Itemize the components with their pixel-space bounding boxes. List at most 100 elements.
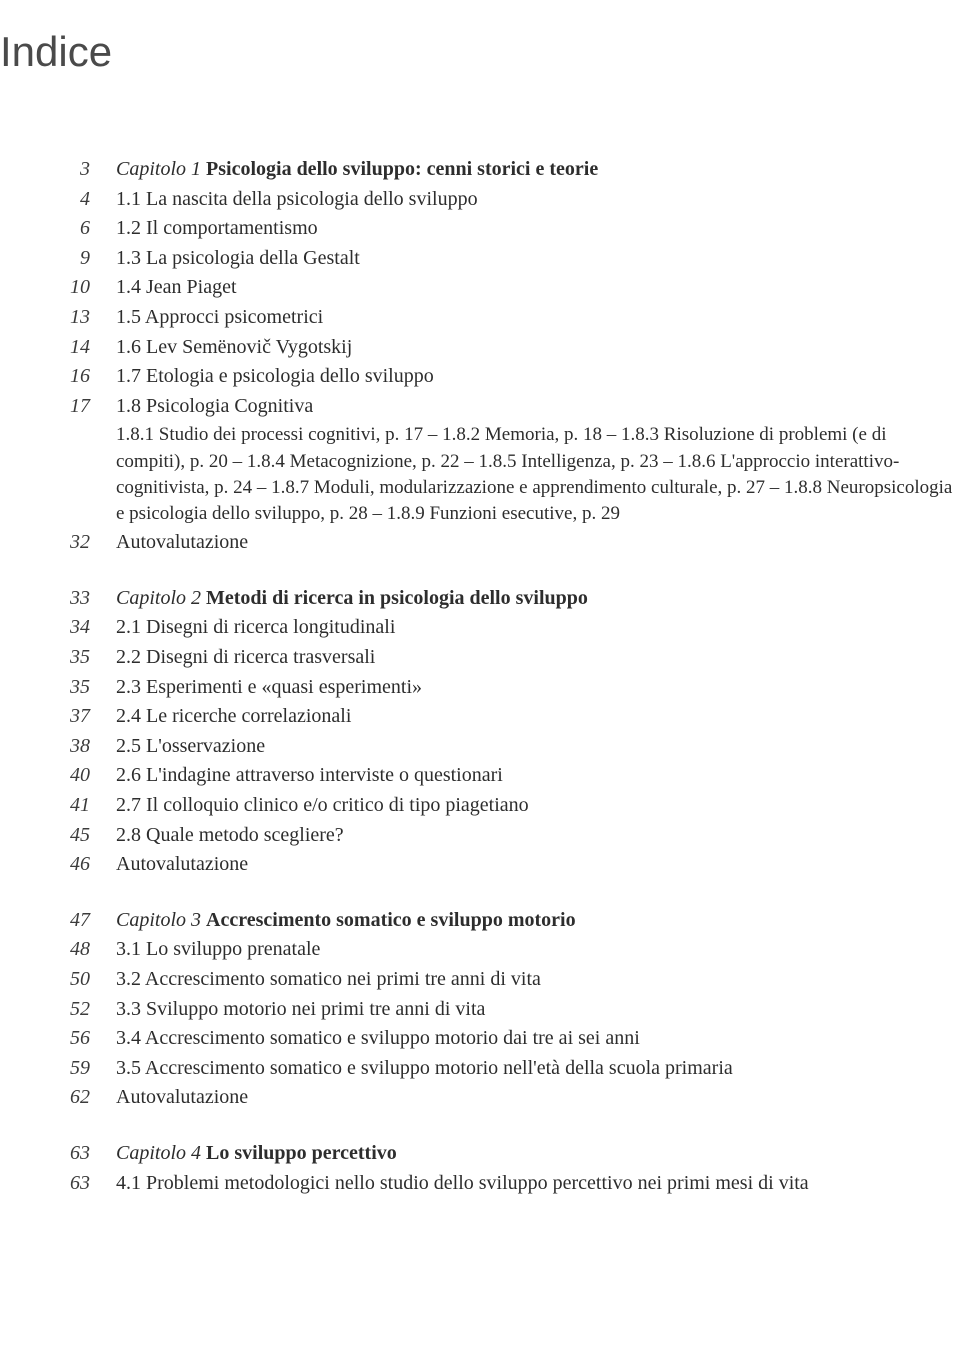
toc-section-line: 62Autovalutazione: [0, 1084, 960, 1112]
toc-chapter-text: Capitolo 2 Metodi di ricerca in psicolog…: [116, 585, 960, 613]
toc-page-number: 56: [0, 1027, 116, 1050]
toc-section-line: 91.3 La psicologia della Gestalt: [0, 245, 960, 273]
section-title: Accrescimento somatico e sviluppo motori…: [145, 1057, 733, 1079]
toc-page-number: 13: [0, 306, 116, 329]
section-number: 3.5: [116, 1057, 141, 1079]
section-title: L'osservazione: [146, 735, 265, 757]
section-title: Quale metodo scegliere?: [146, 824, 344, 846]
toc-section-text: 1.4 Jean Piaget: [116, 274, 960, 302]
section-title: La psicologia della Gestalt: [146, 247, 360, 269]
section-title: Jean Piaget: [146, 276, 237, 298]
toc-page-number: 40: [0, 764, 116, 787]
toc-section-text: 4.1 Problemi metodologici nello studio d…: [116, 1170, 960, 1198]
toc-page-number: 63: [0, 1142, 116, 1165]
toc-page-number: 47: [0, 909, 116, 932]
toc-page-number: 41: [0, 794, 116, 817]
section-number: 1.1: [116, 188, 141, 210]
section-title: Psicologia Cognitiva: [146, 395, 313, 417]
section-title: Il colloquio clinico e/o critico di tipo…: [146, 794, 529, 816]
chapter-label: Capitolo 3: [116, 909, 201, 931]
subsection-description: 1.8.1 Studio dei processi cognitivi, p. …: [116, 422, 960, 527]
toc-section-text: Autovalutazione: [116, 1084, 960, 1112]
toc-section-text: Autovalutazione: [116, 529, 960, 557]
section-number: 1.6: [116, 336, 141, 358]
section-number: 2.6: [116, 764, 141, 786]
toc-page-number: 45: [0, 824, 116, 847]
toc-page-number: 14: [0, 336, 116, 359]
chapter-title: Psicologia dello sviluppo: cenni storici…: [206, 158, 598, 180]
section-title: Sviluppo motorio nei primi tre anni di v…: [146, 998, 485, 1020]
toc-section-text: Autovalutazione: [116, 851, 960, 879]
toc-section-text: 1.1 La nascita della psicologia dello sv…: [116, 186, 960, 214]
toc-section-line: 352.3 Esperimenti e «quasi esperimenti»: [0, 674, 960, 702]
toc-page-number: 46: [0, 853, 116, 876]
toc-page-number: 38: [0, 735, 116, 758]
section-number: 2.3: [116, 676, 141, 698]
toc-section-line: 141.6 Lev Semënovič Vygotskij: [0, 334, 960, 362]
toc-section-text: 1.5 Approcci psicometrici: [116, 304, 960, 332]
section-number: 3.4: [116, 1027, 141, 1049]
section-number: 2.5: [116, 735, 141, 757]
section-title: Problemi metodologici nello studio dello…: [146, 1172, 809, 1194]
section-number: 3.2: [116, 968, 141, 990]
toc-section-text: 3.4 Accrescimento somatico e sviluppo mo…: [116, 1025, 960, 1053]
toc-section-line: 61.2 Il comportamentismo: [0, 215, 960, 243]
toc-chapter-line: 63Capitolo 4 Lo sviluppo percettivo: [0, 1140, 960, 1168]
section-number: 1.2: [116, 217, 141, 239]
toc-section-line: 563.4 Accrescimento somatico e sviluppo …: [0, 1025, 960, 1053]
toc-chapter-text: Capitolo 1 Psicologia dello sviluppo: ce…: [116, 156, 960, 184]
toc-section-line: 101.4 Jean Piaget: [0, 274, 960, 302]
toc-page-number: 6: [0, 217, 116, 240]
toc-chapter-text: Capitolo 3 Accrescimento somatico e svil…: [116, 907, 960, 935]
toc-page-number: 63: [0, 1172, 116, 1195]
section-number: 1.8: [116, 395, 141, 417]
section-title: Le ricerche correlazionali: [146, 705, 351, 727]
toc-chapter-block: 33Capitolo 2 Metodi di ricerca in psicol…: [0, 585, 960, 879]
toc-section-line: 171.8 Psicologia Cognitiva: [0, 393, 960, 421]
toc-section-line: 352.2 Disegni di ricerca trasversali: [0, 644, 960, 672]
toc-section-line: 382.5 L'osservazione: [0, 733, 960, 761]
toc-section-line: 342.1 Disegni di ricerca longitudinali: [0, 614, 960, 642]
chapter-label: Capitolo 1: [116, 158, 201, 180]
toc-section-text: 2.8 Quale metodo scegliere?: [116, 822, 960, 850]
section-number: 3.1: [116, 938, 141, 960]
toc-page-number: 59: [0, 1057, 116, 1080]
section-number: 1.3: [116, 247, 141, 269]
section-number: 2.1: [116, 616, 141, 638]
toc-page-number: 33: [0, 587, 116, 610]
toc-section-text: 2.2 Disegni di ricerca trasversali: [116, 644, 960, 672]
toc-page-number: 35: [0, 676, 116, 699]
toc-section-text: 3.2 Accrescimento somatico nei primi tre…: [116, 966, 960, 994]
section-number: 1.4: [116, 276, 141, 298]
chapter-label: Capitolo 2: [116, 587, 201, 609]
section-number: 2.8: [116, 824, 141, 846]
toc-section-text: 1.2 Il comportamentismo: [116, 215, 960, 243]
section-number: 2.7: [116, 794, 141, 816]
toc-section-line: 131.5 Approcci psicometrici: [0, 304, 960, 332]
section-title: Disegni di ricerca trasversali: [146, 646, 375, 668]
section-title: Accrescimento somatico e sviluppo motori…: [145, 1027, 640, 1049]
section-title: Autovalutazione: [116, 531, 248, 553]
toc-page-number: 16: [0, 365, 116, 388]
toc-page-number: 35: [0, 646, 116, 669]
toc-section-line: 483.1 Lo sviluppo prenatale: [0, 936, 960, 964]
toc-section-text: 2.5 L'osservazione: [116, 733, 960, 761]
section-title: Disegni di ricerca longitudinali: [146, 616, 395, 638]
toc-section-text: 1.7 Etologia e psicologia dello sviluppo: [116, 363, 960, 391]
toc-section-line: 41.1 La nascita della psicologia dello s…: [0, 186, 960, 214]
section-number: 4.1: [116, 1172, 141, 1194]
page-title: Indice: [0, 28, 960, 76]
section-number: 2.4: [116, 705, 141, 727]
toc-section-text: 3.3 Sviluppo motorio nei primi tre anni …: [116, 996, 960, 1024]
toc-section-line: 593.5 Accrescimento somatico e sviluppo …: [0, 1055, 960, 1083]
section-title: Esperimenti e «quasi esperimenti»: [146, 676, 422, 698]
toc-page-number: 3: [0, 158, 116, 181]
toc-chapter-text: Capitolo 4 Lo sviluppo percettivo: [116, 1140, 960, 1168]
toc-page-number: 62: [0, 1086, 116, 1109]
section-title: Accrescimento somatico nei primi tre ann…: [145, 968, 541, 990]
toc-section-text: 1.6 Lev Semënovič Vygotskij: [116, 334, 960, 362]
toc-section-text: 2.1 Disegni di ricerca longitudinali: [116, 614, 960, 642]
chapter-title: Accrescimento somatico e sviluppo motori…: [206, 909, 576, 931]
toc-chapter-line: 47Capitolo 3 Accrescimento somatico e sv…: [0, 907, 960, 935]
toc-page-number: 50: [0, 968, 116, 991]
